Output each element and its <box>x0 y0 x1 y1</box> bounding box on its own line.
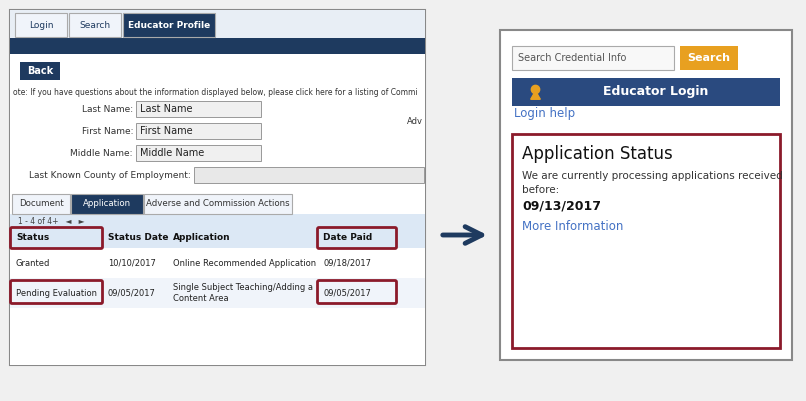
FancyBboxPatch shape <box>136 145 261 161</box>
Text: Login help: Login help <box>514 107 575 120</box>
Text: Middle Name: Middle Name <box>140 148 204 158</box>
Text: Adverse and Commission Actions: Adverse and Commission Actions <box>146 200 290 209</box>
Text: Educator Profile: Educator Profile <box>128 20 210 30</box>
Text: 10/10/2017: 10/10/2017 <box>108 259 156 267</box>
Text: More Information: More Information <box>522 219 623 233</box>
FancyBboxPatch shape <box>12 194 70 214</box>
FancyBboxPatch shape <box>136 101 261 117</box>
FancyBboxPatch shape <box>194 167 424 183</box>
FancyBboxPatch shape <box>10 10 425 365</box>
Text: Middle Name:: Middle Name: <box>70 148 133 158</box>
Text: 09/13/2017: 09/13/2017 <box>522 200 601 213</box>
Text: Status: Status <box>16 233 49 243</box>
Text: Search: Search <box>80 20 110 30</box>
FancyBboxPatch shape <box>71 194 143 214</box>
Text: Educator Login: Educator Login <box>604 85 708 99</box>
Text: Application: Application <box>173 233 231 243</box>
Text: Search: Search <box>688 53 730 63</box>
FancyBboxPatch shape <box>10 228 425 248</box>
Text: Single Subject Teaching/Adding a
Content Area: Single Subject Teaching/Adding a Content… <box>173 283 313 303</box>
FancyBboxPatch shape <box>123 13 215 37</box>
FancyBboxPatch shape <box>10 38 425 54</box>
FancyBboxPatch shape <box>512 134 780 348</box>
FancyBboxPatch shape <box>10 278 425 308</box>
FancyBboxPatch shape <box>136 123 261 139</box>
FancyBboxPatch shape <box>15 13 67 37</box>
Text: 1 - 4 of 4+   ◄   ►: 1 - 4 of 4+ ◄ ► <box>18 217 85 225</box>
FancyBboxPatch shape <box>69 13 121 37</box>
Text: Back: Back <box>27 66 53 76</box>
Text: 09/05/2017: 09/05/2017 <box>108 288 156 298</box>
Text: ote: If you have questions about the information displayed below, please click h: ote: If you have questions about the inf… <box>13 88 418 97</box>
FancyBboxPatch shape <box>10 10 425 38</box>
Text: Last Known County of Employment:: Last Known County of Employment: <box>29 170 191 180</box>
Text: Adv: Adv <box>407 117 423 126</box>
FancyBboxPatch shape <box>10 214 425 228</box>
Text: Online Recommended Application: Online Recommended Application <box>173 259 316 267</box>
FancyBboxPatch shape <box>10 54 425 365</box>
FancyBboxPatch shape <box>680 46 738 70</box>
FancyBboxPatch shape <box>500 30 792 360</box>
Text: Status Date: Status Date <box>108 233 168 243</box>
Text: Pending Evaluation: Pending Evaluation <box>16 288 97 298</box>
Text: Last Name: Last Name <box>140 104 193 114</box>
Text: Login: Login <box>29 20 53 30</box>
Text: Document: Document <box>19 200 64 209</box>
Text: Search Credential Info: Search Credential Info <box>518 53 626 63</box>
Text: Application Status: Application Status <box>522 145 673 163</box>
Text: 09/18/2017: 09/18/2017 <box>323 259 371 267</box>
FancyBboxPatch shape <box>20 62 60 80</box>
Text: Date Paid: Date Paid <box>323 233 372 243</box>
FancyBboxPatch shape <box>10 248 425 278</box>
FancyBboxPatch shape <box>512 46 674 70</box>
Text: 09/05/2017: 09/05/2017 <box>323 288 371 298</box>
Text: before:: before: <box>522 185 559 195</box>
Text: Last Name:: Last Name: <box>82 105 133 113</box>
Text: Granted: Granted <box>16 259 50 267</box>
Text: Application: Application <box>83 200 131 209</box>
FancyBboxPatch shape <box>144 194 292 214</box>
Text: We are currently processing applications received: We are currently processing applications… <box>522 171 783 181</box>
Text: First Name:: First Name: <box>81 126 133 136</box>
FancyBboxPatch shape <box>512 78 780 106</box>
Text: First Name: First Name <box>140 126 193 136</box>
